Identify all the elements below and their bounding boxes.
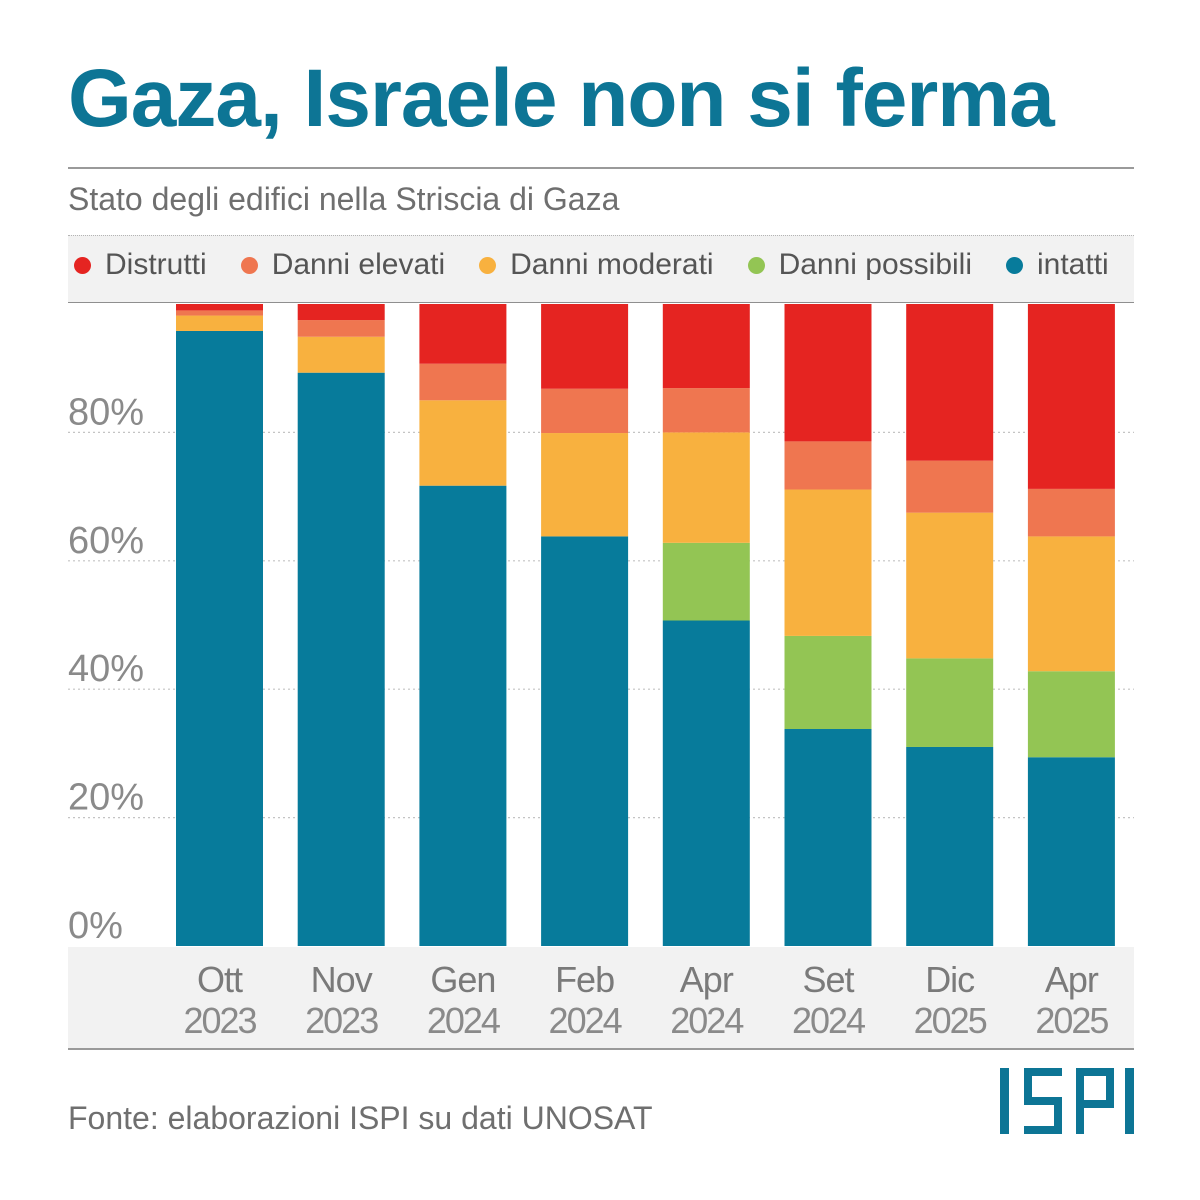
bar-danni-moderati bbox=[906, 512, 994, 659]
legend-swatch-intatti bbox=[1006, 256, 1023, 274]
legend-item-danni-possibili: Danni possibili bbox=[747, 248, 972, 282]
ispi-logo bbox=[1000, 1068, 1134, 1134]
bar-distrutti bbox=[906, 304, 994, 461]
bar-distrutti bbox=[662, 304, 750, 389]
x-tick-month: Apr bbox=[1045, 959, 1099, 1000]
bar-danni-moderati bbox=[176, 315, 263, 331]
x-tick-year: 2025 bbox=[1035, 1000, 1108, 1041]
bar-intatti bbox=[662, 620, 750, 946]
bar-stack bbox=[906, 304, 994, 946]
legend-label-danni-elevati: Danni elevati bbox=[271, 248, 446, 281]
x-tick-month: Ott bbox=[197, 959, 243, 1000]
bar-intatti bbox=[1027, 757, 1115, 946]
bar-intatti bbox=[784, 729, 872, 946]
bar-danni-elevati bbox=[176, 310, 263, 316]
legend-item-danni-elevati: Danni elevati bbox=[240, 248, 446, 282]
legend-label-intatti: intatti bbox=[1037, 248, 1109, 281]
bar-danni-possibili bbox=[1027, 671, 1115, 758]
bar-intatti bbox=[419, 485, 507, 946]
x-tick-year: 2023 bbox=[183, 1000, 256, 1041]
x-tick-year: 2024 bbox=[792, 1000, 865, 1041]
legend-item-distrutti: Distrutti bbox=[74, 248, 207, 282]
x-tick-month: Feb bbox=[555, 959, 614, 1000]
x-tick-year: 2024 bbox=[670, 1000, 743, 1041]
x-tick-month: Nov bbox=[311, 959, 373, 1000]
x-axis-background bbox=[68, 947, 1134, 1050]
x-tick-month: Apr bbox=[680, 959, 734, 1000]
bar-danni-moderati bbox=[662, 432, 750, 543]
bar-intatti bbox=[297, 372, 385, 947]
bar-intatti bbox=[541, 536, 629, 946]
bar-danni-elevati bbox=[541, 388, 629, 434]
x-tick-year: 2025 bbox=[914, 1000, 987, 1041]
x-tick-month: Set bbox=[802, 959, 854, 1000]
bar-intatti bbox=[176, 330, 263, 946]
bar-danni-elevati bbox=[784, 441, 872, 490]
legend-swatch-distrutti bbox=[74, 256, 91, 274]
legend: Distrutti Danni elevati Danni moderati D… bbox=[74, 248, 1109, 282]
bar-distrutti bbox=[541, 304, 629, 389]
bar-danni-possibili bbox=[906, 658, 994, 747]
y-tick-label: 0% bbox=[68, 905, 123, 947]
bar-stack bbox=[662, 304, 750, 946]
legend-item-danni-moderati: Danni moderati bbox=[479, 248, 714, 282]
y-tick-label: 80% bbox=[68, 391, 144, 433]
bar-stack bbox=[784, 304, 872, 946]
legend-item-intatti: intatti bbox=[1006, 248, 1109, 282]
bar-danni-elevati bbox=[297, 320, 385, 337]
bar-distrutti bbox=[784, 304, 872, 442]
legend-swatch-danni-elevati bbox=[240, 256, 258, 274]
source-note: Fonte: elaborazioni ISPI su dati UNOSAT bbox=[68, 1100, 653, 1136]
bar-stack bbox=[541, 304, 629, 946]
bar-stack bbox=[297, 304, 385, 947]
bar-stack bbox=[176, 304, 263, 946]
bar-danni-elevati bbox=[906, 460, 994, 513]
bar-danni-elevati bbox=[662, 388, 750, 433]
x-tick-month: Gen bbox=[430, 959, 495, 1000]
x-tick-year: 2023 bbox=[305, 1000, 378, 1041]
bar-intatti bbox=[906, 746, 994, 946]
bar-stack bbox=[1027, 304, 1115, 946]
bar-danni-moderati bbox=[784, 489, 872, 636]
legend-swatch-danni-moderati bbox=[479, 256, 497, 274]
x-tick-year: 2024 bbox=[549, 1000, 622, 1041]
legend-label-distrutti: Distrutti bbox=[105, 248, 207, 281]
legend-label-danni-possibili: Danni possibili bbox=[778, 248, 972, 281]
chart-subtitle: Stato degli edifici nella Striscia di Ga… bbox=[68, 181, 620, 217]
bar-stack bbox=[419, 304, 507, 946]
bar-danni-elevati bbox=[1027, 488, 1115, 537]
legend-swatch-danni-possibili bbox=[747, 256, 765, 274]
bar-danni-moderati bbox=[297, 336, 385, 373]
bar-distrutti bbox=[297, 304, 385, 321]
x-tick-year: 2024 bbox=[427, 1000, 500, 1041]
y-tick-label: 60% bbox=[68, 520, 144, 562]
bar-danni-moderati bbox=[419, 400, 507, 486]
bar-distrutti bbox=[176, 304, 263, 311]
bar-danni-moderati bbox=[541, 433, 629, 537]
bar-danni-possibili bbox=[784, 635, 872, 730]
bar-distrutti bbox=[1027, 304, 1115, 489]
y-tick-label: 40% bbox=[68, 648, 144, 690]
bar-danni-possibili bbox=[662, 542, 750, 621]
bar-danni-elevati bbox=[419, 363, 507, 401]
bar-distrutti bbox=[419, 304, 507, 364]
chart-title: Gaza, Israele non si ferma bbox=[68, 53, 1055, 144]
x-tick-month: Dic bbox=[925, 959, 975, 1000]
title-divider bbox=[68, 167, 1134, 169]
bar-danni-moderati bbox=[1027, 536, 1115, 672]
y-tick-label: 20% bbox=[68, 777, 144, 819]
legend-label-danni-moderati: Danni moderati bbox=[510, 248, 714, 281]
